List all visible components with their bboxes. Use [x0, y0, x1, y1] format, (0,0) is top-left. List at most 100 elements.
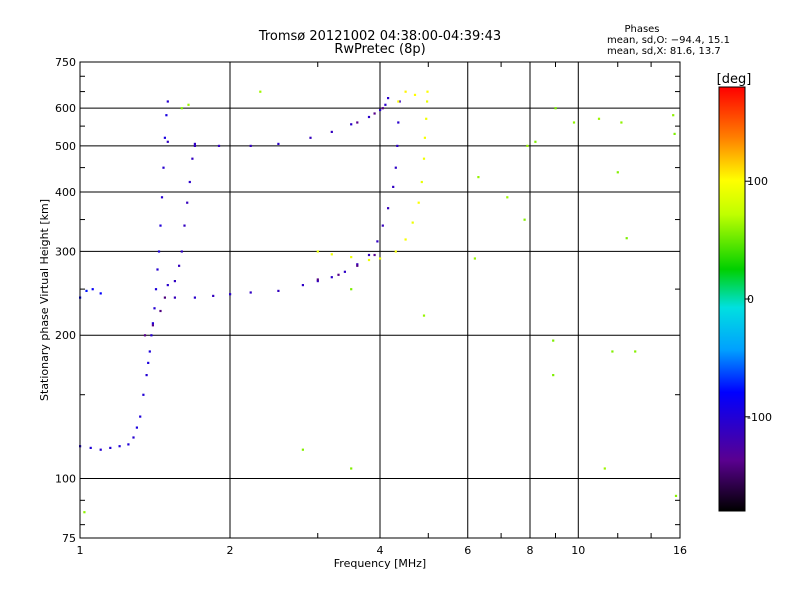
data-point [109, 446, 112, 449]
data-point [392, 185, 395, 188]
data-point [188, 180, 191, 184]
colorbar-tick-label: 0 [747, 293, 754, 306]
chart-subtitle: RwPretec (8p) [334, 42, 425, 57]
data-point [154, 288, 158, 291]
data-point [397, 121, 400, 124]
data-point [180, 250, 183, 253]
data-point [173, 296, 176, 299]
data-point [356, 121, 359, 124]
data-point [157, 250, 161, 253]
data-point [85, 289, 88, 292]
data-point [417, 201, 420, 204]
data-point [422, 157, 426, 160]
data-point [674, 494, 678, 497]
data-point [350, 256, 353, 259]
data-point [381, 224, 384, 227]
y-tick-label: 75 [62, 532, 76, 545]
y-axis-label: Stationary phase Virtual Height [km] [38, 199, 51, 401]
data-point [217, 144, 221, 147]
x-tick-label: 4 [377, 544, 384, 557]
data-point [379, 108, 382, 112]
data-point [423, 136, 426, 139]
y-tick-label: 300 [55, 245, 76, 258]
data-point [634, 350, 637, 353]
data-point [151, 322, 154, 325]
colorbar-ticks: 100 0 -100 [745, 175, 772, 424]
data-points [79, 90, 678, 514]
plot-area [79, 61, 681, 539]
data-point [191, 157, 194, 160]
data-point [552, 339, 555, 342]
data-point [554, 107, 557, 110]
y-tick-label: 100 [55, 473, 76, 486]
x-tick-label: 1 [77, 544, 84, 557]
data-point [148, 350, 151, 353]
data-point [99, 292, 102, 295]
data-point [387, 207, 390, 210]
data-point [83, 511, 86, 514]
y-tick-label: 200 [55, 329, 76, 342]
stats-heading: Phases [624, 24, 659, 35]
colorbar [718, 86, 746, 512]
data-point [379, 257, 382, 260]
data-point [178, 264, 181, 267]
grid-lines [80, 62, 680, 538]
chart-title: Tromsø 20121002 04:38:00-04:39:43 [258, 29, 501, 44]
data-point [398, 100, 401, 103]
data-point [132, 436, 135, 439]
x-axis-label: Frequency [MHz] [334, 557, 426, 570]
data-point [523, 218, 526, 221]
data-point [611, 350, 614, 353]
data-point [343, 270, 346, 273]
data-point [187, 103, 190, 106]
data-point [127, 443, 130, 446]
data-point [330, 276, 333, 279]
data-point [367, 115, 371, 119]
data-point [396, 144, 399, 147]
data-point [350, 123, 353, 126]
data-point [337, 273, 340, 276]
data-point [330, 253, 333, 256]
data-point [91, 288, 94, 291]
data-point [139, 415, 142, 418]
x-axis-ticks: 1 2 4 6 8 10 16 [77, 62, 687, 557]
data-point [309, 136, 312, 139]
data-point [672, 114, 675, 117]
data-point [404, 238, 407, 241]
data-point [180, 107, 183, 110]
data-point [350, 288, 353, 291]
data-point [118, 445, 121, 448]
data-point [147, 361, 150, 364]
data-point [156, 268, 159, 271]
x-tick-label: 10 [571, 544, 585, 557]
data-point [212, 294, 215, 297]
data-point [373, 253, 376, 257]
data-point [163, 136, 166, 139]
data-point [166, 284, 169, 287]
data-point [153, 307, 156, 310]
data-point [350, 467, 353, 470]
data-point [89, 446, 92, 449]
x-tick-label: 2 [227, 544, 234, 557]
data-point [603, 467, 606, 470]
data-point [426, 100, 429, 103]
data-point [572, 121, 576, 124]
data-point [150, 334, 153, 337]
data-point [411, 221, 414, 224]
data-point [249, 144, 252, 147]
data-point [301, 448, 304, 451]
data-point [367, 253, 371, 257]
data-point [135, 426, 138, 429]
data-point [249, 291, 252, 294]
data-point [404, 90, 407, 93]
y-tick-label: 500 [55, 140, 76, 153]
stats-x-line: mean, sd,X: 81.6, 13.7 [607, 46, 721, 57]
data-point [506, 196, 509, 199]
y-axis-ticks: 75 100 200 300 400 500 600 750 [55, 56, 680, 545]
data-point [277, 142, 280, 145]
x-tick-label: 8 [527, 544, 534, 557]
data-point [193, 142, 196, 145]
y-tick-label: 750 [55, 56, 76, 69]
data-point [526, 144, 529, 147]
data-point [625, 237, 628, 240]
